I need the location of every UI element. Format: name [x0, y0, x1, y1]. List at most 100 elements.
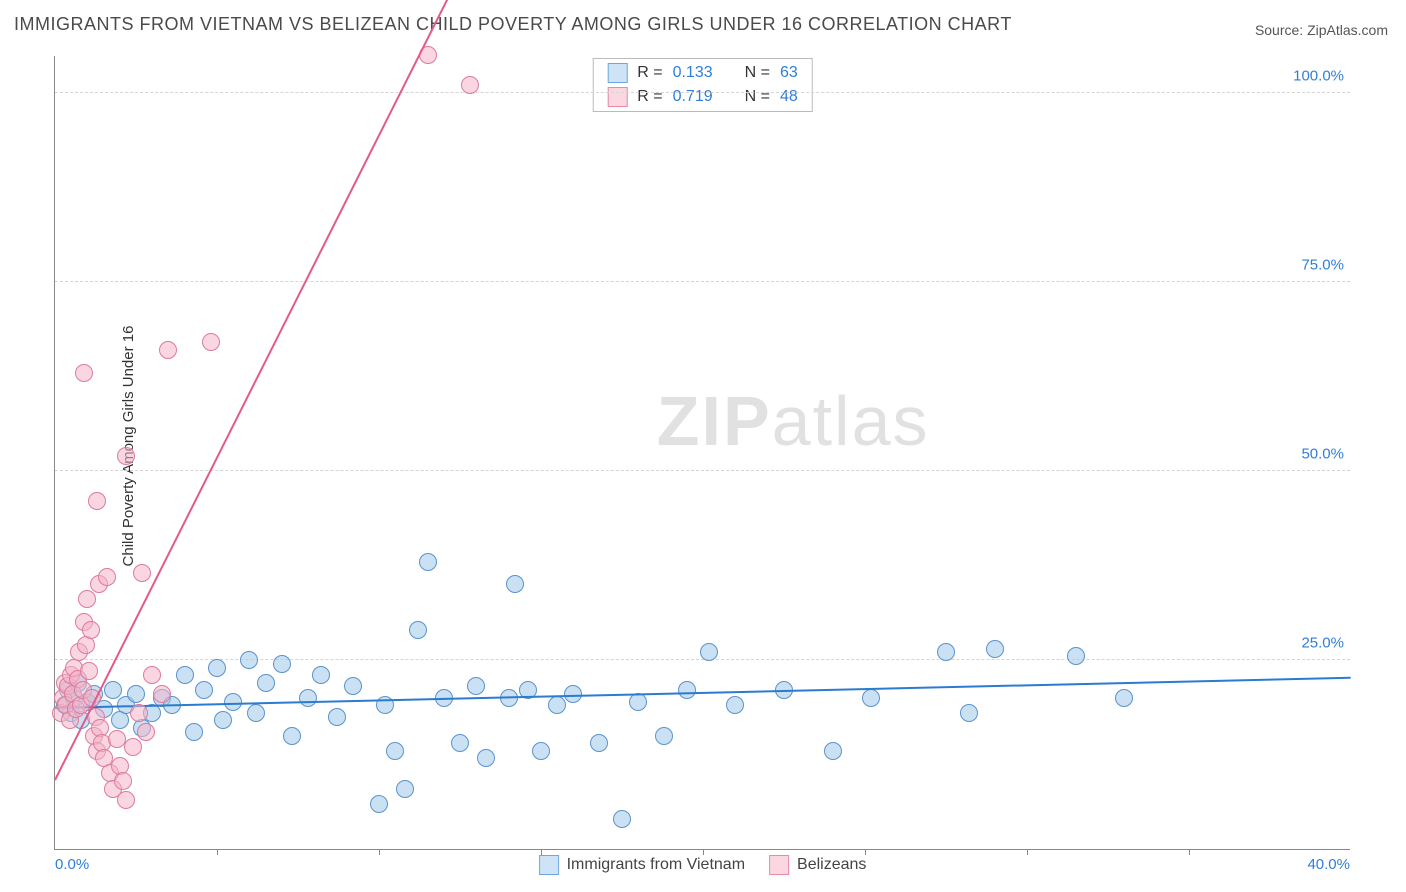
watermark-bold: ZIP — [657, 382, 772, 460]
x-tick-mark — [1027, 849, 1028, 855]
data-point — [137, 723, 155, 741]
series-legend: Immigrants from Vietnam Belizeans — [539, 855, 867, 875]
legend-label: Belizeans — [797, 856, 866, 874]
n-label: N = — [745, 64, 770, 82]
data-point — [726, 696, 744, 714]
data-point — [986, 640, 1004, 658]
data-point — [75, 364, 93, 382]
r-value: 0.719 — [673, 88, 713, 106]
gridline — [55, 281, 1350, 282]
source-prefix: Source: — [1255, 22, 1307, 38]
data-point — [862, 689, 880, 707]
data-point — [130, 704, 148, 722]
data-point — [153, 685, 171, 703]
n-value: 63 — [780, 64, 798, 82]
data-point — [824, 742, 842, 760]
data-point — [185, 723, 203, 741]
trend-line — [55, 677, 1351, 709]
data-point — [506, 575, 524, 593]
correlation-legend: R = 0.133 N = 63 R = 0.719 N = 48 — [592, 58, 813, 112]
data-point — [532, 742, 550, 760]
source-link[interactable]: ZipAtlas.com — [1307, 22, 1388, 38]
data-point — [655, 727, 673, 745]
y-tick-label: 100.0% — [1293, 67, 1344, 84]
x-tick-mark — [1189, 849, 1190, 855]
data-point — [247, 704, 265, 722]
legend-row: R = 0.133 N = 63 — [593, 61, 812, 85]
y-tick-label: 75.0% — [1301, 256, 1344, 273]
data-point — [344, 677, 362, 695]
n-value: 48 — [780, 88, 798, 106]
data-point — [678, 681, 696, 699]
r-label: R = — [637, 88, 662, 106]
data-point — [159, 341, 177, 359]
data-point — [1115, 689, 1133, 707]
source-attribution: Source: ZipAtlas.com — [1255, 22, 1388, 38]
data-point — [114, 772, 132, 790]
data-point — [700, 643, 718, 661]
data-point — [396, 780, 414, 798]
x-tick-mark — [541, 849, 542, 855]
data-point — [1067, 647, 1085, 665]
data-point — [124, 738, 142, 756]
data-point — [299, 689, 317, 707]
plot-area: ZIPatlas R =0.133N =63R =0.719N =48 Immi… — [54, 56, 1350, 850]
data-point — [143, 666, 161, 684]
data-point — [104, 681, 122, 699]
legend-swatch — [607, 63, 627, 83]
x-tick-min: 0.0% — [55, 856, 89, 873]
data-point — [960, 704, 978, 722]
data-point — [613, 810, 631, 828]
legend-swatch — [769, 855, 789, 875]
x-tick-mark — [865, 849, 866, 855]
data-point — [386, 742, 404, 760]
legend-item: Immigrants from Vietnam — [539, 855, 745, 875]
data-point — [283, 727, 301, 745]
data-point — [78, 590, 96, 608]
legend-swatch — [539, 855, 559, 875]
x-tick-max: 40.0% — [1307, 856, 1350, 873]
x-tick-mark — [379, 849, 380, 855]
data-point — [328, 708, 346, 726]
data-point — [409, 621, 427, 639]
watermark: ZIPatlas — [657, 381, 930, 461]
legend-label: Immigrants from Vietnam — [567, 856, 745, 874]
watermark-light: atlas — [772, 382, 930, 460]
data-point — [419, 553, 437, 571]
data-point — [202, 333, 220, 351]
y-tick-label: 25.0% — [1301, 634, 1344, 651]
data-point — [98, 568, 116, 586]
y-tick-label: 50.0% — [1301, 445, 1344, 462]
gridline — [55, 92, 1350, 93]
data-point — [82, 621, 100, 639]
n-label: N = — [745, 88, 770, 106]
legend-swatch — [607, 87, 627, 107]
x-tick-mark — [703, 849, 704, 855]
data-point — [590, 734, 608, 752]
data-point — [117, 791, 135, 809]
data-point — [208, 659, 226, 677]
data-point — [195, 681, 213, 699]
data-point — [176, 666, 194, 684]
chart-title: IMMIGRANTS FROM VIETNAM VS BELIZEAN CHIL… — [14, 14, 1012, 35]
gridline — [55, 470, 1350, 471]
data-point — [127, 685, 145, 703]
data-point — [273, 655, 291, 673]
x-tick-mark — [217, 849, 218, 855]
data-point — [451, 734, 469, 752]
data-point — [467, 677, 485, 695]
r-label: R = — [637, 64, 662, 82]
data-point — [88, 492, 106, 510]
data-point — [133, 564, 151, 582]
r-value: 0.133 — [673, 64, 713, 82]
data-point — [240, 651, 258, 669]
legend-item: Belizeans — [769, 855, 866, 875]
data-point — [80, 662, 98, 680]
data-point — [370, 795, 388, 813]
data-point — [461, 76, 479, 94]
data-point — [937, 643, 955, 661]
data-point — [548, 696, 566, 714]
data-point — [312, 666, 330, 684]
data-point — [257, 674, 275, 692]
data-point — [214, 711, 232, 729]
